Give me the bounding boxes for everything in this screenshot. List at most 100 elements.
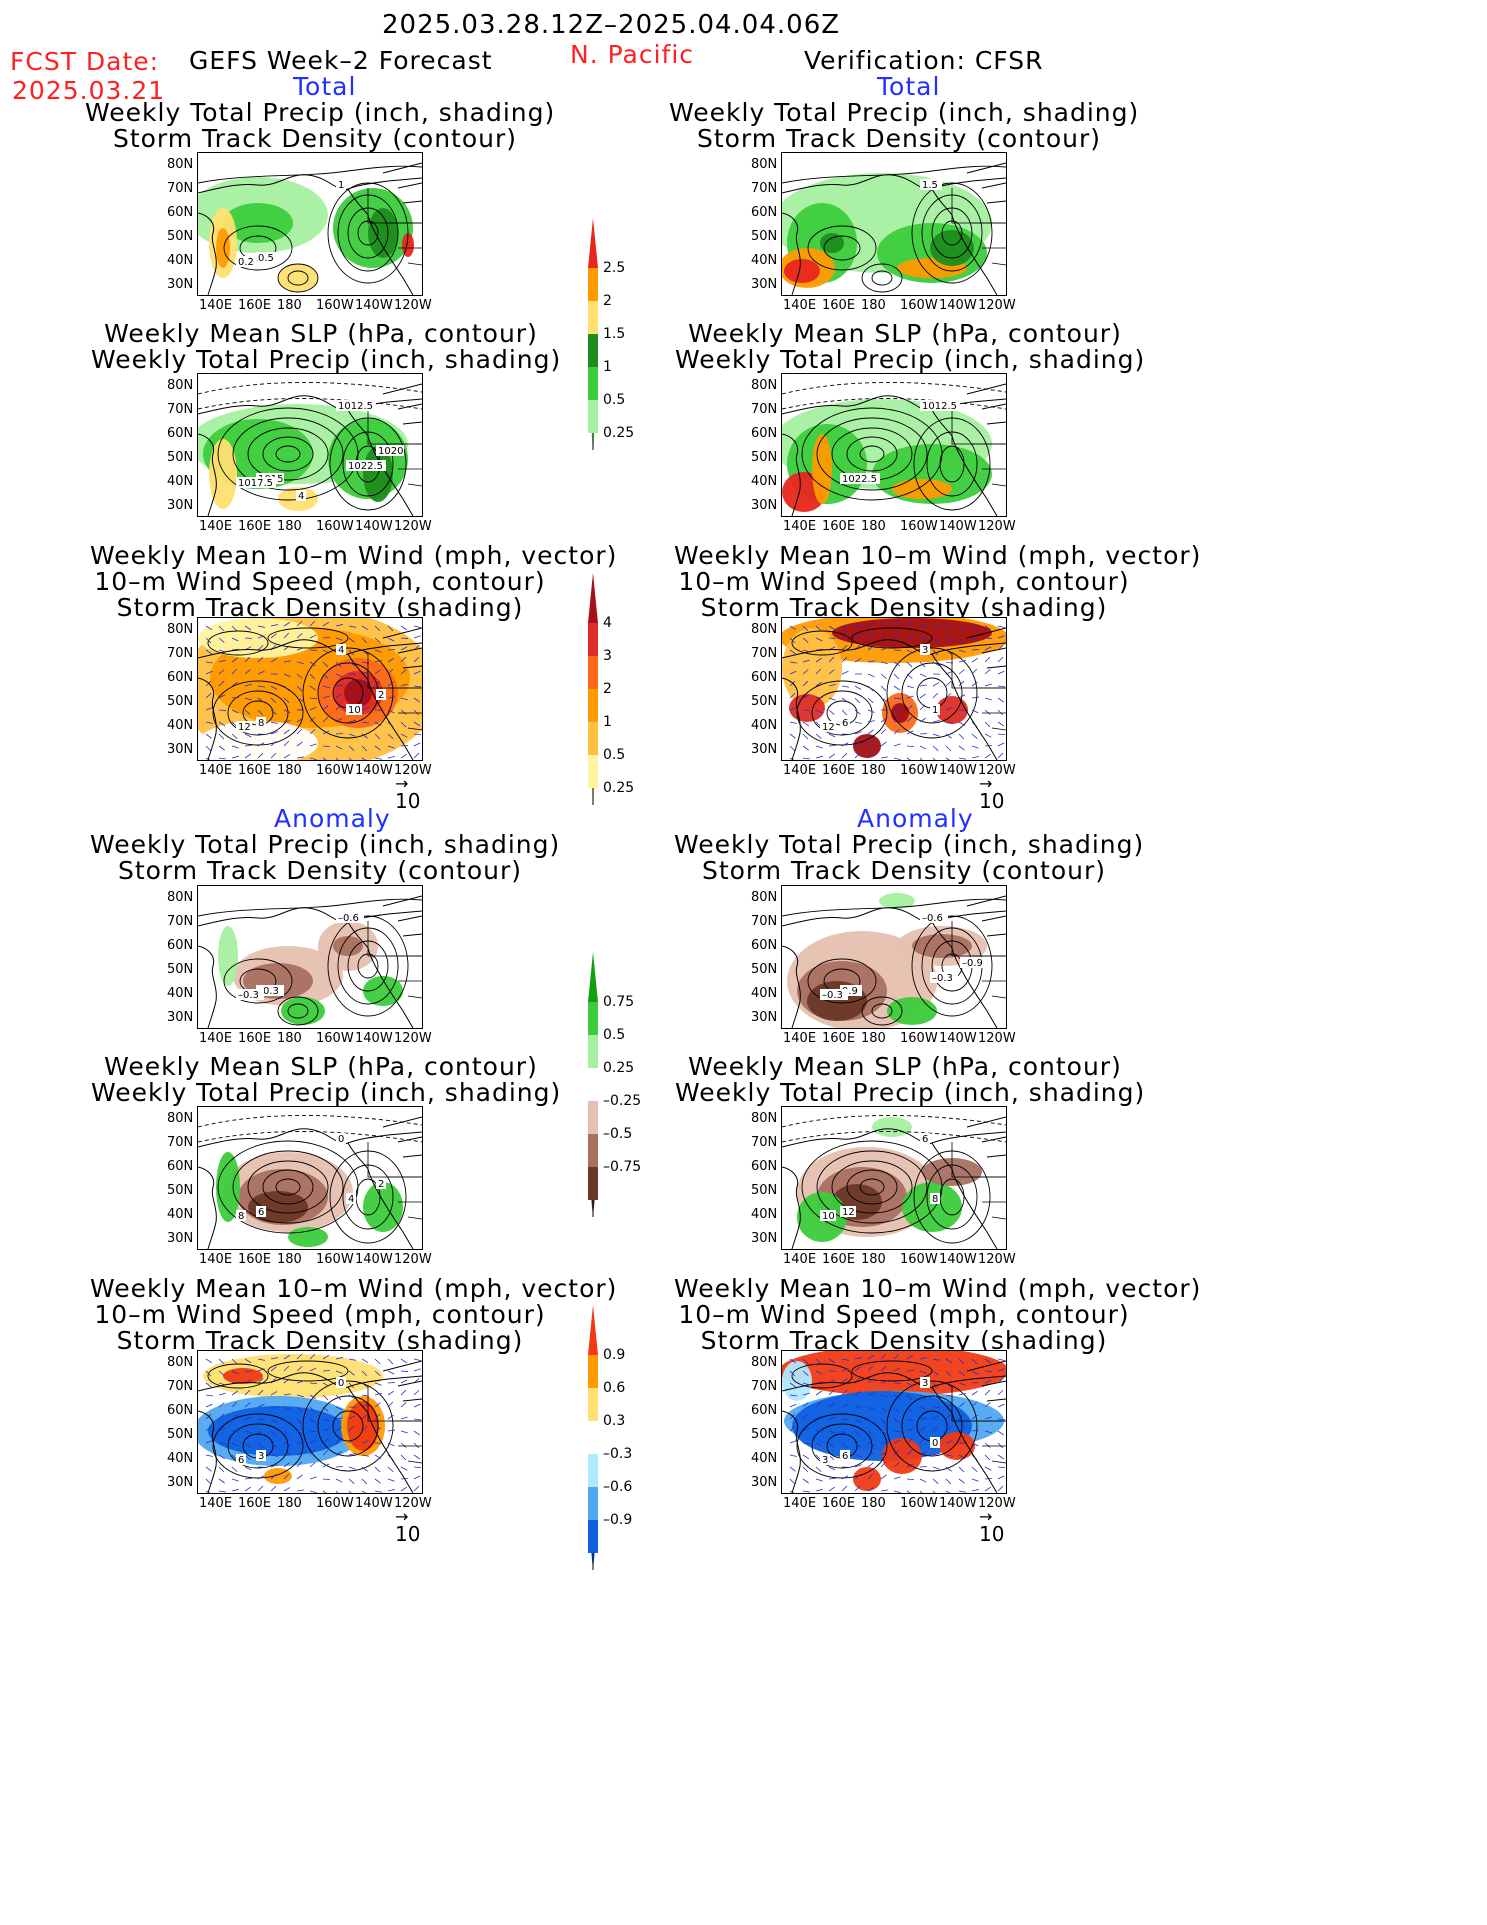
vector-reference-value: 10 [395, 1522, 421, 1546]
contour-label-bg [820, 1454, 830, 1465]
contour-label-bg [920, 1377, 930, 1388]
lon-tick-label: 160W [316, 298, 354, 313]
contour-label: –0.3 [822, 990, 843, 1001]
colorbar-segment [588, 367, 598, 400]
contour-label: 4 [298, 491, 304, 502]
forecast-title: GEFS Week–2 Forecast [189, 46, 493, 75]
wind-vector-layer [789, 1353, 1006, 1493]
lat-tick-label: 80N [751, 1355, 778, 1370]
panel-title-v6: Weekly Mean 10–m Wind (mph, vector) 10–m … [674, 1276, 1200, 1355]
lon-tick-label: 140W [939, 1031, 977, 1046]
colorbar-segment [588, 952, 598, 1002]
panel-title-line: Weekly Mean 10–m Wind (mph, vector) [674, 541, 1202, 570]
lat-tick-label: 60N [751, 670, 778, 685]
period-title: 2025.03.28.12Z–2025.04.04.06Z [382, 10, 841, 40]
slp-contour-layer [198, 382, 422, 511]
lon-tick-label: 160W [316, 1031, 354, 1046]
lon-tick-label: 160W [316, 1252, 354, 1267]
contour-label-bg [840, 1206, 856, 1217]
shading-layer [198, 1354, 385, 1484]
track-anomaly-colorbar: 0.9 0.6 0.3 –0.3 –0.6 –0.9 [588, 1305, 648, 1574]
lat-tick-label: 60N [167, 1403, 194, 1418]
contour-label-bg [840, 717, 850, 728]
lon-tick-label: 180 [861, 519, 886, 534]
contour-label-bg [820, 1210, 836, 1221]
lon-tick-label: 160E [822, 1031, 856, 1046]
map-panel-f5: 0 6 8 4 2 [197, 1106, 423, 1250]
contour-label: 3 [922, 1378, 928, 1389]
lon-tick-label: 160W [316, 763, 354, 778]
contour-label-bg [930, 1193, 940, 1204]
colorbar-segment [588, 1355, 598, 1388]
panel-title-line: 10–m Wind Speed (mph, contour) [94, 1300, 546, 1329]
panel-title-line: Storm Track Density (shading) [700, 1326, 1108, 1355]
lat-tick-label: 30N [751, 1231, 778, 1246]
contour-label: 1022.5 [348, 461, 383, 472]
lon-tick-label: 140W [355, 1252, 393, 1267]
map-panel-f3: 4 8 12 10 2 [197, 617, 423, 761]
precip-total-colorbar: 2.5 2 1.5 1 0.5 0.25 [588, 218, 648, 454]
lat-tick-label: 70N [751, 646, 778, 661]
lon-tick-label: 180 [861, 1496, 886, 1511]
colorbar-label: 0.6 [603, 1380, 626, 1396]
contour-label: 1 [338, 180, 344, 191]
contour-label-bg [256, 717, 266, 728]
contour-label: 0.5 [258, 253, 274, 264]
panel-title-line: Weekly Total Precip (inch, shading) [91, 1078, 562, 1107]
vector-reference: → 10 [979, 1509, 1004, 1547]
contour-label-bg [376, 445, 404, 456]
shading-layer [218, 921, 403, 1025]
vector-reference: → 10 [395, 774, 420, 814]
lon-tick-label: 180 [861, 1031, 886, 1046]
lat-tick-label: 40N [751, 718, 778, 733]
colorbar-label: –0.9 [603, 1512, 633, 1528]
lon-tick-label: 160E [822, 1252, 856, 1267]
contour-label-bg [256, 1450, 266, 1461]
vector-arrow-icon: → [395, 774, 409, 793]
lat-tick-label: 50N [751, 1183, 778, 1198]
lat-tick-label: 60N [751, 426, 778, 441]
lon-tick-label: 120W [978, 1496, 1016, 1511]
fcst-date-value: 2025.03.21 [12, 76, 166, 105]
contour-label: 6 [842, 1451, 848, 1462]
lon-tick-label: 120W [978, 763, 1016, 778]
lon-tick-label: 140W [939, 298, 977, 313]
contour-label-bg [930, 1437, 940, 1448]
lon-tick-label: 180 [277, 298, 302, 313]
colorbar-segment [588, 301, 598, 334]
contour-label-bg [960, 957, 988, 968]
lon-tick-label: 160W [316, 1496, 354, 1511]
lon-tick-label: 160W [316, 519, 354, 534]
contour-label-bg [236, 256, 258, 267]
contour-label-bg [920, 912, 948, 923]
contour-label-bg [336, 1133, 346, 1144]
lon-tick-label: 140W [939, 1252, 977, 1267]
lon-tick-label: 140E [199, 763, 233, 778]
lon-tick-label: 140W [355, 1496, 393, 1511]
lat-tick-label: 70N [167, 181, 194, 196]
panel-title-line: Weekly Total Precip (inch, shading) [675, 345, 1146, 374]
lon-tick-label: 160W [900, 1496, 938, 1511]
contour-label-bg [920, 179, 942, 190]
colorbar-segment [588, 573, 598, 623]
lat-tick-label: 30N [751, 498, 778, 513]
lon-tick-label: 140E [199, 298, 233, 313]
colorbar-label: 1 [603, 714, 612, 730]
lon-tick-label: 180 [277, 1252, 302, 1267]
lon-tick-label: 120W [978, 1031, 1016, 1046]
wind-vector-layer [205, 1353, 422, 1493]
map-panel-v2: 1012.5 1022.5 [781, 373, 1007, 517]
lat-tick-label: 40N [167, 474, 194, 489]
panel-title-f4: Weekly Total Precip (inch, shading) Storm… [90, 832, 559, 884]
colorbar-segment [588, 268, 598, 301]
lat-tick-label: 60N [751, 938, 778, 953]
lon-tick-label: 120W [978, 1252, 1016, 1267]
lon-tick-label: 160E [238, 519, 272, 534]
contour-label: 3 [822, 1455, 828, 1466]
map-panel-v4: –0.6 0.9 –0.3 –0.3 –0.9 [781, 885, 1007, 1029]
lat-tick-label: 70N [167, 1379, 194, 1394]
panel-title-line: Storm Track Density (contour) [701, 856, 1107, 885]
lat-tick-label: 30N [167, 1010, 194, 1025]
panel-title-f2: Weekly Mean SLP (hPa, contour) Weekly Tot… [91, 321, 560, 373]
lon-tick-label: 180 [277, 519, 302, 534]
